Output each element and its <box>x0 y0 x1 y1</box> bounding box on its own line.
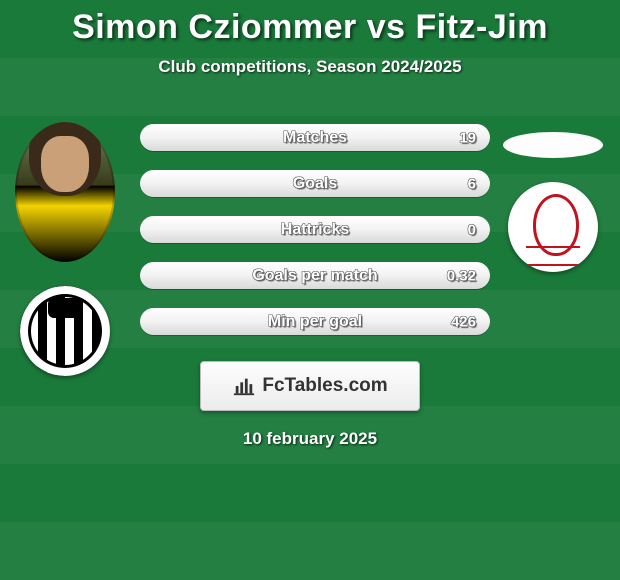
stat-value: 19 <box>459 129 476 146</box>
stat-value: 6 <box>468 175 476 192</box>
snapshot-date: 10 february 2025 <box>0 429 620 449</box>
stat-label: Goals <box>293 175 337 193</box>
comparison-panel: Matches 19 Goals 6 Hattricks 0 Goals per… <box>0 100 620 449</box>
stat-value: 0.32 <box>447 267 476 284</box>
stat-row-goals-per-match: Goals per match 0.32 <box>140 262 490 289</box>
stat-label: Goals per match <box>252 267 377 285</box>
team-badge-right <box>508 182 598 272</box>
stat-row-hattricks: Hattricks 0 <box>140 216 490 243</box>
stat-row-matches: Matches 19 <box>140 124 490 151</box>
stat-value: 426 <box>451 313 476 330</box>
stat-row-min-per-goal: Min per goal 426 <box>140 308 490 335</box>
bar-chart-icon <box>232 375 256 397</box>
stat-label: Min per goal <box>268 313 362 331</box>
stat-label: Matches <box>283 129 347 147</box>
brand-badge: FcTables.com <box>200 361 420 411</box>
stat-value: 0 <box>468 221 476 238</box>
player-right-avatar <box>503 132 603 158</box>
team-badge-left <box>20 286 110 376</box>
stat-row-goals: Goals 6 <box>140 170 490 197</box>
left-player-column <box>10 122 120 376</box>
page-subtitle: Club competitions, Season 2024/2025 <box>0 57 620 77</box>
brand-text: FcTables.com <box>262 375 387 397</box>
stat-label: Hattricks <box>281 221 349 239</box>
player-left-avatar <box>15 122 115 262</box>
stat-bars: Matches 19 Goals 6 Hattricks 0 Goals per… <box>140 124 490 335</box>
page-title: Simon Cziommer vs Fitz-Jim <box>0 0 620 47</box>
right-player-column <box>498 122 608 272</box>
